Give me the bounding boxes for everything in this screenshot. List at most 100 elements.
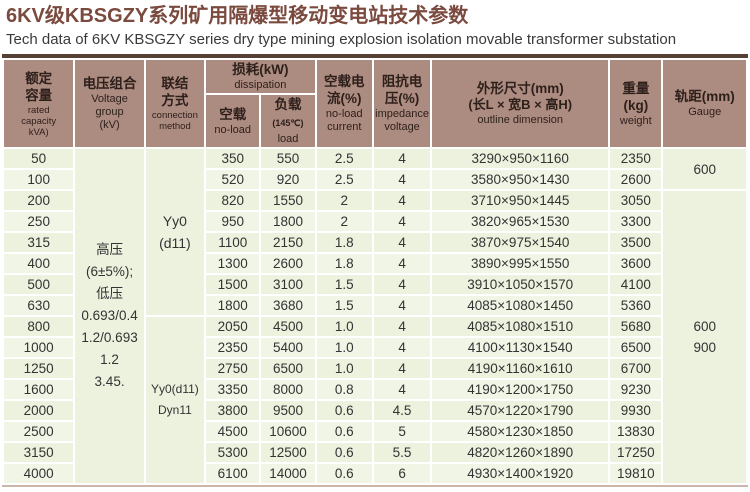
page-subtitle: Tech data of 6KV KBSGZY series dry type … bbox=[6, 31, 677, 48]
table-row: 2500 4500 10600 0.6 5 4580×1230×1850 138… bbox=[4, 422, 746, 441]
dimension-cell: 4580×1230×1850 bbox=[432, 422, 609, 441]
table-row: 200 820 1550 2 4 3710×950×1445 3050 600 … bbox=[4, 191, 746, 483]
capacity-cell: 100 bbox=[4, 170, 74, 189]
impedance-cell: 4 bbox=[373, 254, 431, 273]
table-row: 50 高压 (6±5%); 低压 0.693/0.4 1.2/0.693 1.2… bbox=[4, 149, 746, 483]
header-en-label: impedance voltage bbox=[375, 108, 429, 133]
weight-cell: 6500 bbox=[610, 338, 662, 357]
col-header-load-loss: 负载 (145℃) load bbox=[261, 95, 315, 147]
weight-cell: 5360 bbox=[610, 296, 662, 315]
weight-cell: 3050 bbox=[610, 191, 662, 210]
load-loss-cell: 9500 bbox=[261, 401, 315, 420]
header-en-label: Voltage group (kV) bbox=[91, 93, 128, 131]
header-zh-label: 空载电 流(%) bbox=[324, 74, 365, 106]
page: 6KV级KBSGZY系列矿用隔爆型移动变电站技术参数 Tech data of … bbox=[0, 3, 750, 492]
capacity-cell: 315 bbox=[4, 233, 74, 252]
load-loss-cell: 550 bbox=[261, 149, 315, 168]
load-loss-cell: 2150 bbox=[261, 233, 315, 252]
weight-cell: 13830 bbox=[610, 422, 662, 441]
no-load-loss-cell: 520 bbox=[206, 170, 260, 189]
no-load-current-cell: 0.6 bbox=[316, 422, 372, 441]
capacity-cell: 200 bbox=[4, 191, 74, 210]
header-zh-label: 额定 容量 bbox=[25, 70, 53, 103]
load-loss-cell: 3680 bbox=[261, 296, 315, 315]
weight-cell: 3600 bbox=[610, 254, 662, 273]
weight-cell: 3300 bbox=[610, 212, 662, 231]
no-load-current-cell: 1.0 bbox=[316, 359, 372, 378]
table-row: 315 1100 2150 1.8 4 3870×975×1540 3500 bbox=[4, 233, 746, 252]
weight-cell: 17250 bbox=[610, 443, 662, 462]
no-load-loss-cell: 2050 bbox=[206, 317, 260, 336]
table-row: 4000 6100 14000 0.6 6 4930×1400×1920 198… bbox=[4, 464, 746, 483]
capacity-cell: 1600 bbox=[4, 380, 74, 399]
impedance-cell: 6 bbox=[373, 464, 431, 483]
no-load-current-cell: 2 bbox=[316, 191, 372, 210]
impedance-cell: 5 bbox=[373, 422, 431, 441]
no-load-loss-cell: 1800 bbox=[206, 296, 260, 315]
load-loss-cell: 8000 bbox=[261, 380, 315, 399]
header-en-label: no-load current bbox=[325, 108, 363, 133]
capacity-cell: 1000 bbox=[4, 338, 74, 357]
load-temp-note: (145℃) bbox=[272, 118, 304, 128]
no-load-current-cell: 1.5 bbox=[316, 296, 372, 315]
load-loss-cell: 1800 bbox=[261, 212, 315, 231]
dimension-cell: 3710×950×1445 bbox=[432, 191, 609, 210]
table-row: 630 1800 3680 1.5 4 4085×1080×1450 5360 bbox=[4, 296, 746, 315]
table-row: 1250 2750 6500 1.0 4 4190×1160×1610 6700 bbox=[4, 359, 746, 378]
dimension-cell: 4820×1260×1890 bbox=[432, 443, 609, 462]
no-load-current-cell: 2.5 bbox=[316, 149, 372, 168]
col-header-dissipation: 损耗(kW) dissipation bbox=[206, 60, 315, 93]
capacity-cell: 2500 bbox=[4, 422, 74, 441]
impedance-cell: 4 bbox=[373, 275, 431, 294]
load-loss-cell: 5400 bbox=[261, 338, 315, 357]
no-load-loss-cell: 950 bbox=[206, 212, 260, 231]
voltage-group-cell: 高压 (6±5%); 低压 0.693/0.4 1.2/0.693 1.2 3.… bbox=[75, 149, 144, 483]
load-loss-cell: 1550 bbox=[261, 191, 315, 210]
gauge-cell-bottom: 600 900 bbox=[663, 191, 746, 483]
capacity-cell: 4000 bbox=[4, 464, 74, 483]
capacity-cell: 3150 bbox=[4, 443, 74, 462]
connection-method-cell-bottom: Yy0(d11) Dyn11 bbox=[145, 317, 205, 483]
header-en-label: weight bbox=[619, 114, 652, 127]
no-load-loss-cell: 2750 bbox=[206, 359, 260, 378]
no-load-loss-cell: 1300 bbox=[206, 254, 260, 273]
col-header-no-load-loss: 空载 no-load bbox=[206, 95, 260, 147]
load-loss-cell: 12500 bbox=[261, 443, 315, 462]
impedance-cell: 4 bbox=[373, 296, 431, 315]
no-load-current-cell: 1.8 bbox=[316, 233, 372, 252]
no-load-loss-cell: 2350 bbox=[206, 338, 260, 357]
col-header-connection-method: 联结 方式 connection method bbox=[145, 60, 205, 147]
header-zh-label: 轨距(mm) bbox=[674, 89, 735, 104]
capacity-cell: 1250 bbox=[4, 359, 74, 378]
table-row: 500 1500 3100 1.5 4 3910×1050×1570 4100 bbox=[4, 275, 746, 294]
dimension-cell: 4100×1130×1540 bbox=[432, 338, 609, 357]
dimension-cell: 4570×1220×1790 bbox=[432, 401, 609, 420]
no-load-current-cell: 0.8 bbox=[316, 380, 372, 399]
dimension-cell: 4085×1080×1510 bbox=[432, 317, 609, 336]
dimension-cell: 4190×1160×1610 bbox=[432, 359, 609, 378]
impedance-cell: 4 bbox=[373, 233, 431, 252]
dimension-cell: 4930×1400×1920 bbox=[432, 464, 609, 483]
load-loss-cell: 4500 bbox=[261, 317, 315, 336]
weight-cell: 3500 bbox=[610, 233, 662, 252]
weight-cell: 9230 bbox=[610, 380, 662, 399]
dimension-cell: 3820×965×1530 bbox=[432, 212, 609, 231]
col-header-weight: 重量(kg) weight bbox=[610, 60, 662, 147]
no-load-current-cell: 2.5 bbox=[316, 170, 372, 189]
load-loss-cell: 6500 bbox=[261, 359, 315, 378]
dimension-cell: 4085×1080×1450 bbox=[432, 296, 609, 315]
impedance-cell: 4 bbox=[373, 380, 431, 399]
capacity-cell: 800 bbox=[4, 317, 74, 336]
header-zh-label: 重量(kg) bbox=[622, 80, 650, 113]
no-load-current-cell: 1.0 bbox=[316, 317, 372, 336]
col-header-no-load-current: 空载电 流(%) no-load current bbox=[316, 60, 372, 147]
header-row-1: 额定 容量 rated capacity kVA) 电压组合 Voltage g… bbox=[4, 60, 746, 147]
header-en-label: no-load bbox=[214, 123, 252, 136]
table-row: 1600 3350 8000 0.8 4 4190×1200×1750 9230 bbox=[4, 380, 746, 399]
table-row: 3150 5300 12500 0.6 5.5 4820×1260×1890 1… bbox=[4, 443, 746, 462]
col-header-capacity: 额定 容量 rated capacity kVA) bbox=[4, 60, 74, 147]
dimension-cell: 3290×950×1160 bbox=[432, 149, 609, 168]
header-en-label: load bbox=[277, 133, 299, 145]
page-title: 6KV级KBSGZY系列矿用隔爆型移动变电站技术参数 bbox=[6, 5, 469, 27]
table-row: 100 520 920 2.5 4 3580×950×1430 2600 bbox=[4, 170, 746, 189]
